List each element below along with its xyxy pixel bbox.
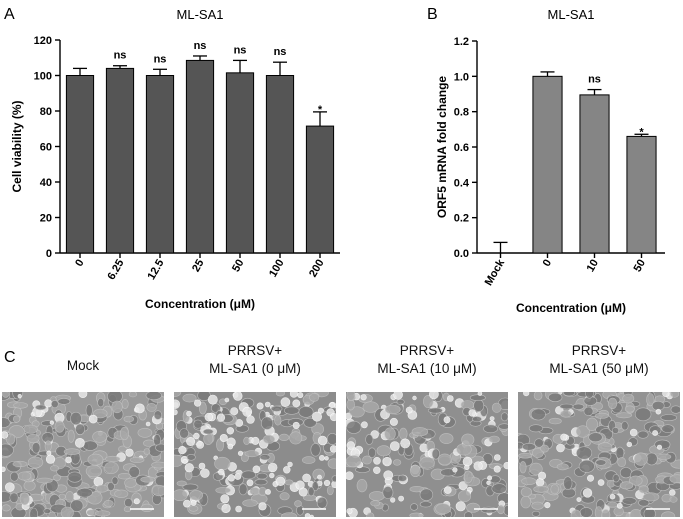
micrograph-label-line1: PRRSV+ xyxy=(571,343,627,358)
bar xyxy=(532,75,563,254)
micrograph-prrsv-50 xyxy=(518,392,680,517)
x-tick-label: 12.5 xyxy=(145,258,166,283)
y-tick-label: 0.8 xyxy=(454,107,469,119)
significance-label: * xyxy=(639,126,644,138)
y-tick-label: 0.2 xyxy=(454,213,469,225)
cell-texture xyxy=(346,392,508,517)
significance-label: ns xyxy=(194,40,207,52)
bar xyxy=(65,75,95,254)
y-tick-label: 100 xyxy=(34,71,52,83)
y-tick-label: 1.0 xyxy=(454,71,469,83)
significance-label: ns xyxy=(114,50,127,62)
y-axis-label: Cell viability (%) xyxy=(10,100,24,192)
micrograph-prrsv-10 xyxy=(346,392,508,517)
chart-orf5-mrna: ML-SA1 0.0 0.2 0.4 0.6 0.8 1.0 1.2 Mock 0 ns 10 * 50 C… xyxy=(435,7,665,315)
chart-title: ML-SA1 xyxy=(548,7,595,22)
chart-title: ML-SA1 xyxy=(177,7,224,22)
cell-texture xyxy=(2,392,164,517)
x-tick-label: Mock xyxy=(483,257,508,288)
x-tick-label: 200 xyxy=(307,258,327,280)
micrograph-label-line2: ML-SA1 (0 μM) xyxy=(209,361,301,376)
chart-cell-viability: ML-SA1 0 20 40 60 80 100 120 0 ns 6.25 ns 12.5 ns 25 ns… xyxy=(10,7,340,311)
cell-texture xyxy=(174,392,336,517)
y-tick-label: 20 xyxy=(40,213,52,225)
panel-letter-c: C xyxy=(4,349,16,366)
y-tick-label: 60 xyxy=(40,142,52,154)
bar xyxy=(145,75,175,254)
bar xyxy=(225,72,255,254)
y-tick-label: 0.6 xyxy=(454,142,469,154)
x-tick-label: 0 xyxy=(73,258,86,269)
y-axis-label: ORF5 mRNA fold change xyxy=(435,76,449,219)
x-tick-label: 25 xyxy=(190,258,207,275)
micrograph-label-mock: Mock xyxy=(2,357,164,375)
panel-letter-a: A xyxy=(4,6,15,23)
y-tick-label: 120 xyxy=(34,35,52,47)
x-axis-label: Concentration (μM) xyxy=(516,301,626,315)
significance-label: ns xyxy=(588,74,601,86)
x-axis-label: Concentration (μM) xyxy=(145,297,255,311)
bar xyxy=(305,125,335,254)
y-tick-label: 1.2 xyxy=(454,36,469,48)
micrograph-prrsv-0 xyxy=(174,392,336,517)
micrograph-label-line2: ML-SA1 (50 μM) xyxy=(549,361,649,376)
y-tick-label: 40 xyxy=(40,177,52,189)
x-tick-label: 10 xyxy=(585,258,602,275)
micrograph-label-line2: Mock xyxy=(66,358,100,373)
bar xyxy=(105,67,135,254)
y-tick-label: 0.4 xyxy=(454,177,470,189)
bar xyxy=(265,75,295,254)
micrograph-label-prrsv-0: PRRSV+ ML-SA1 (0 μM) xyxy=(174,342,336,378)
x-tick-label: 100 xyxy=(267,258,287,280)
micrograph-label-line2: ML-SA1 (10 μM) xyxy=(377,361,477,376)
significance-label: ns xyxy=(154,53,167,65)
micrograph-label-line1: PRRSV+ xyxy=(399,343,455,358)
x-tick-label: 6.25 xyxy=(105,258,126,283)
micrograph-label-line1: PRRSV+ xyxy=(227,343,283,358)
significance-label: ns xyxy=(234,44,247,56)
significance-label: ns xyxy=(274,46,287,58)
cell-texture xyxy=(518,392,680,517)
micrograph-mock xyxy=(2,392,164,517)
y-tick-label: 80 xyxy=(40,106,52,118)
bar xyxy=(626,135,657,254)
panel-letter-b: B xyxy=(427,6,438,23)
x-tick-label: 50 xyxy=(632,258,649,275)
significance-label: * xyxy=(318,104,323,116)
micrograph-label-prrsv-10: PRRSV+ ML-SA1 (10 μM) xyxy=(346,342,508,378)
micrograph-label-prrsv-50: PRRSV+ ML-SA1 (50 μM) xyxy=(518,342,680,378)
x-tick-label: 50 xyxy=(230,258,247,275)
x-tick-label: 0 xyxy=(541,258,554,269)
bar xyxy=(185,59,215,254)
bar xyxy=(579,94,610,254)
y-tick-label: 0.0 xyxy=(454,248,469,260)
y-tick-label: 0 xyxy=(46,248,52,260)
